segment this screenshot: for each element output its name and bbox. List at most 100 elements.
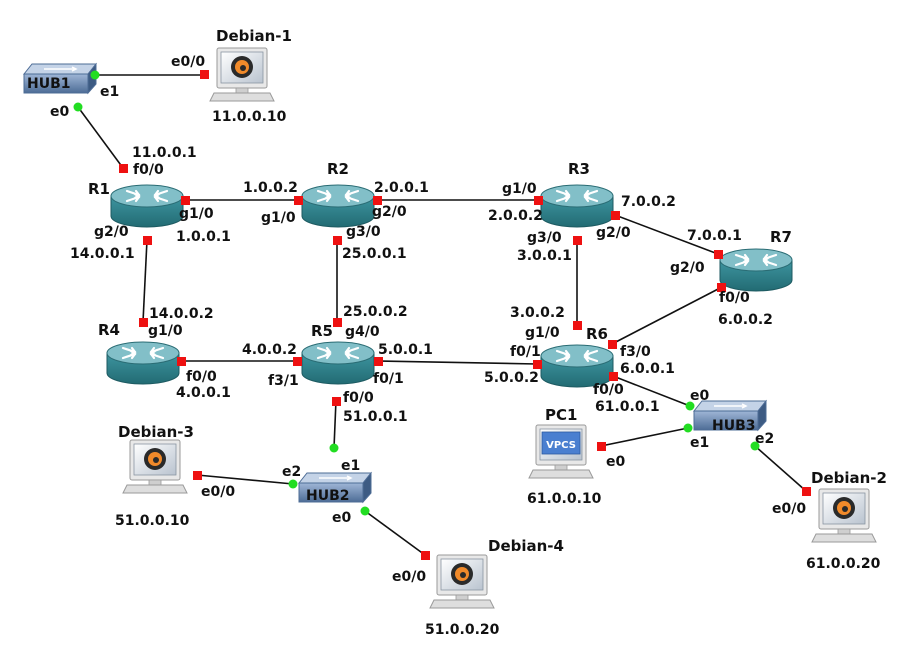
link-debian3-hub2 [196,474,294,485]
port-down-dot [802,487,811,496]
link-r7-r6 [611,286,723,345]
port-down-dot [534,196,543,205]
iface-label: e0/0 [392,569,426,585]
port-down-dot [333,236,342,245]
debian2-ip: 61.0.0.20 [806,556,881,572]
iface-label: f0/0 [719,290,750,306]
iface-label: 4.0.0.1 [176,385,231,401]
port-down-dot [373,196,382,205]
r1-name: R1 [88,180,110,198]
iface-label: e0 [332,510,351,526]
port-down-dot [119,164,128,173]
iface-label: f0/0 [186,369,217,385]
iface-label: g1/0 [179,206,214,222]
iface-label: 2.0.0.1 [374,180,429,196]
iface-label: 14.0.0.2 [149,306,214,322]
debian1-name: Debian-1 [216,27,292,45]
r2-device[interactable] [300,183,376,229]
iface-label: 61.0.0.1 [595,399,660,415]
pc1-ip: 61.0.0.10 [527,491,602,507]
debian3-ip: 51.0.0.10 [115,513,190,529]
iface-label: e2 [282,464,301,480]
r7-device[interactable] [718,247,794,293]
debian4-name: Debian-4 [488,537,564,555]
port-down-dot [533,360,542,369]
port-down-dot [139,318,148,327]
r6-device[interactable] [539,343,615,389]
r6-name: R6 [586,325,608,343]
port-down-dot [294,196,303,205]
r5-device[interactable] [300,340,376,386]
port-up-dot [685,401,695,411]
r3-name: R3 [568,160,590,178]
iface-label: 3.0.0.2 [510,305,565,321]
iface-label: 14.0.0.1 [70,246,135,262]
port-down-dot [374,357,383,366]
link-hub1-r1 [77,106,124,169]
port-up-dot [288,479,298,489]
iface-label: e0 [690,388,709,404]
r4-device[interactable] [105,340,181,386]
port-down-dot [193,471,202,480]
iface-label: f3/1 [268,373,299,389]
iface-label: 1.0.0.1 [176,229,231,245]
r1-device[interactable] [109,183,185,229]
iface-label: 11.0.0.1 [132,145,197,161]
link-r1-r4 [142,239,148,323]
port-up-dot [329,443,339,453]
port-down-dot [333,318,342,327]
port-down-dot [597,442,606,451]
port-down-dot [717,283,726,292]
r3-device[interactable] [539,183,615,229]
iface-label: g3/0 [527,230,562,246]
iface-label: g2/0 [670,260,705,276]
iface-label: 6.0.0.1 [620,361,675,377]
iface-label: g1/0 [525,325,560,341]
port-down-dot [143,236,152,245]
r2-name: R2 [327,160,349,178]
port-down-dot [177,357,186,366]
port-down-dot [293,357,302,366]
port-up-dot [73,102,83,112]
iface-label: 7.0.0.1 [687,228,742,244]
debian1-ip: 11.0.0.10 [212,109,287,125]
link-r6-hub3 [612,375,691,407]
debian2-name: Debian-2 [811,469,887,487]
iface-label: f0/1 [510,344,541,360]
iface-label: e2 [755,431,774,447]
port-down-dot [609,372,618,381]
debian4-device[interactable] [429,554,495,609]
debian2-device[interactable] [811,488,877,543]
iface-label: 1.0.0.2 [243,180,298,196]
r4-name: R4 [98,321,120,339]
iface-label: g2/0 [596,225,631,241]
port-up-dot [360,506,370,516]
vpcs-screen [541,431,581,455]
iface-label: g1/0 [261,210,296,226]
iface-label: g1/0 [502,181,537,197]
iface-label: e1 [341,458,360,474]
r5-name: R5 [311,322,333,340]
iface-label: f3/0 [620,344,651,360]
iface-label: 25.0.0.1 [342,246,407,262]
iface-label: e0 [50,104,69,120]
port-down-dot [332,397,341,406]
port-down-dot [181,196,190,205]
interface-labels: e1 e0/0 e0 11.0.0.1 f0/0 g1/0 1.0.0.1 g2… [50,54,806,585]
iface-label: e1 [100,84,119,100]
iface-label: f0/0 [593,382,624,398]
hub2-name: HUB2 [306,488,350,504]
debian1-device[interactable] [209,47,275,102]
iface-label: e0/0 [772,501,806,517]
iface-label: 4.0.0.2 [242,342,297,358]
port-up-dot [90,70,100,80]
port-down-dot [200,70,209,79]
iface-label: 25.0.0.2 [343,304,408,320]
debian3-device[interactable] [122,439,188,494]
debian3-name: Debian-3 [118,423,194,441]
port-down-dot [573,236,582,245]
pc1-device[interactable]: VPCS [528,424,594,479]
links [77,74,807,556]
link-pc1-hub3 [600,427,689,447]
